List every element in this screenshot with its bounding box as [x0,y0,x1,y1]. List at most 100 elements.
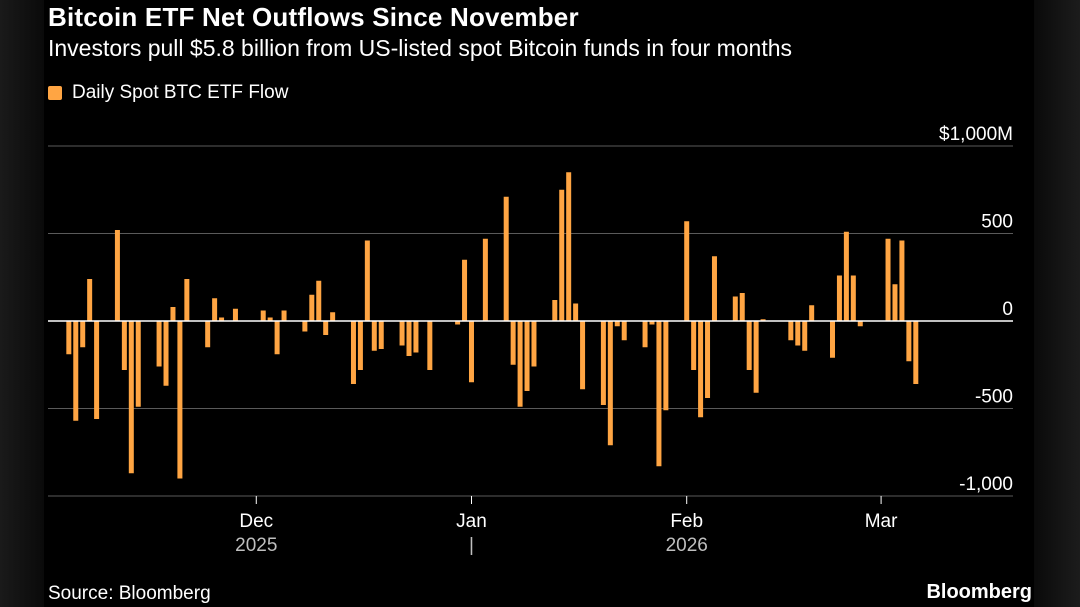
bar [711,256,717,321]
bar [87,279,93,321]
bar [642,321,648,348]
x-tick-label: Jan [456,511,487,532]
chart-subtitle: Investors pull $5.8 billion from US-list… [48,35,793,61]
bar [843,231,849,321]
bar [323,321,329,335]
legend-swatch [48,86,62,100]
bar [857,321,863,327]
bar [184,279,190,321]
bar [413,321,419,353]
bar [739,293,745,321]
bar [573,303,579,321]
bar [753,321,759,393]
y-tick-label: 500 [981,212,1013,233]
bar [267,317,273,321]
bar [114,230,120,321]
x-year-label: | [469,535,474,556]
right-background-edge [1034,0,1080,607]
bar [656,321,662,467]
y-tick-label: -500 [975,387,1013,408]
bar [232,308,238,321]
bar [281,310,287,321]
y-tick-label: 0 [1002,299,1013,320]
bar [212,298,218,321]
bar [663,321,669,411]
bar [850,275,856,321]
x-tick-label: Mar [865,511,898,532]
y-tick-label: $1,000M [939,124,1013,145]
bar [170,307,176,321]
bar [364,240,370,321]
bar [260,310,266,321]
bar [427,321,433,370]
bar [649,321,655,325]
x-tick-label: Dec [239,511,273,532]
bar [746,321,752,370]
bar [684,221,690,321]
bar [802,321,808,351]
bar [531,321,537,367]
bar [121,321,127,370]
bar [517,321,523,407]
bar [330,312,336,321]
bar [205,321,211,348]
bar [371,321,377,351]
bar [552,300,558,321]
bar [378,321,384,349]
legend: Daily Spot BTC ETF Flow [48,82,288,104]
bar [128,321,134,474]
bar [829,321,835,358]
bar [455,321,461,325]
bar [462,259,468,321]
bar [607,321,613,446]
bar [135,321,141,407]
bar [614,321,620,327]
x-year-label: 2025 [235,535,277,556]
bar [309,294,315,321]
chart-title: Bitcoin ETF Net Outflows Since November [48,2,579,32]
bar [795,321,801,346]
x-tick-label: Feb [670,511,703,532]
bar [177,321,183,479]
bar [524,321,530,391]
bar [219,317,225,321]
bloomberg-logo: Bloomberg [926,581,1032,603]
bar [705,321,711,398]
bar [468,321,474,383]
bar [302,321,308,332]
bar [885,238,891,321]
bar [580,321,586,390]
bar [482,238,488,321]
bar [732,296,738,321]
bar [274,321,280,355]
bar [163,321,169,386]
bar [350,321,356,384]
bar [698,321,704,418]
bar [156,321,162,367]
bar [73,321,79,421]
bar [357,321,363,370]
legend-label: Daily Spot BTC ETF Flow [72,82,289,103]
bar [760,319,766,321]
bar [913,321,919,384]
bar [399,321,405,346]
bar [510,321,516,365]
bar [406,321,412,356]
bar [566,172,572,321]
bar [899,240,905,321]
bar [836,275,842,321]
left-background-edge [0,0,44,607]
bar [892,284,898,321]
bar [906,321,912,362]
bar [691,321,697,370]
bar [559,189,565,321]
bar [621,321,627,341]
bar [80,321,86,348]
bar [600,321,606,405]
y-tick-label: -1,000 [959,474,1013,495]
bar [788,321,794,341]
bar [316,280,322,321]
bar [503,196,509,321]
bar [809,305,815,321]
